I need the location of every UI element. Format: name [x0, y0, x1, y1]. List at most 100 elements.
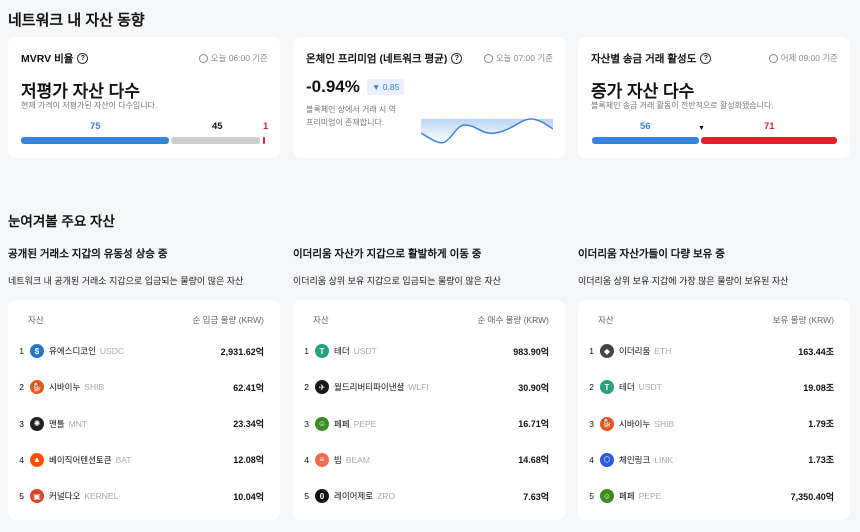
table-row[interactable]: 3 ✺ 맨틀 MNT 23.34억: [8, 414, 280, 434]
rank: 3: [304, 418, 309, 429]
timestamp: 오늘 06:00 기준: [198, 52, 268, 64]
activity-desc: 블록체인 송금 거래 활동이 전반적으로 활성화됐습니다.: [591, 101, 774, 110]
table-row[interactable]: 3 ☺ 페페 PEPE 16.71억: [293, 414, 565, 434]
decrease-count: 71: [764, 121, 775, 132]
asset-value: 1.73조: [808, 455, 834, 466]
asset-name: 베이직어텐션토큰: [49, 454, 112, 465]
list-desc: 이더리움 상위 보유 지갑으로 입금되는 물량이 많은 자산: [293, 276, 501, 286]
premium-value: -0.94%: [306, 77, 360, 96]
asset-value: 7,350.40억: [790, 491, 834, 502]
list-desc: 이더리움 상위 보유 지갑에 가장 많은 물량이 보유된 자산: [578, 276, 789, 286]
rank: 1: [304, 346, 309, 356]
usdt-icon: T: [315, 344, 329, 358]
asset-symbol: SHIB: [84, 382, 105, 393]
section2-title: 눈여겨볼 주요 자산: [8, 214, 115, 229]
table-row[interactable]: 4 ▲ 베이직어텐션토큰 BAT 12.08억: [8, 450, 280, 470]
usdt-icon: T: [600, 380, 614, 395]
asset-name: 페페: [619, 491, 635, 502]
asset-value: 19.08조: [803, 382, 834, 393]
rank: 4: [19, 454, 24, 465]
asset-symbol: BEAM: [345, 454, 370, 465]
mnt-icon: ✺: [30, 416, 44, 431]
asset-name: 페페: [334, 418, 350, 429]
decrease-bar: [701, 137, 837, 144]
asset-value: 7.63억: [523, 491, 549, 502]
list-desc: 네트워크 내 공개된 거래소 지갑으로 입금되는 물량이 많은 자산: [8, 276, 244, 286]
asset-value: 62.41억: [233, 382, 264, 393]
col-amount: 순 입금 물량 (KRW): [192, 315, 264, 325]
clock-icon: [768, 53, 778, 63]
asset-table: 자산 보유 물량 (KRW) 1 ◆ 이더리움 ETH 163.44조 2 T …: [578, 300, 850, 520]
activity-card[interactable]: 자산별 송금 거래 활성도? 어제 09:00 기준 증가 자산 다수 블록체인…: [578, 37, 850, 158]
asset-symbol: BAT: [115, 454, 132, 465]
rank: 1: [19, 346, 24, 356]
asset-symbol: ZRO: [377, 491, 396, 502]
help-icon[interactable]: ?: [451, 53, 463, 64]
asset-table: 자산 순 입금 물량 (KRW) 1 $ 유에스디코인 USDC 2,931.6…: [8, 300, 280, 520]
asset-value: 23.34억: [233, 419, 264, 430]
premium-sparkline: [421, 118, 553, 144]
table-row[interactable]: 5 ☺ 페페 PEPE 7,350.40억: [578, 486, 850, 506]
table-row[interactable]: 3 🐕 시바이누 SHIB 1.79조: [578, 414, 850, 434]
rank: 4: [589, 454, 594, 465]
asset-symbol: LINK: [654, 454, 674, 465]
activity-title-wrap: 자산별 송금 거래 활성도?: [591, 51, 712, 66]
asset-table: 자산 순 매수 물량 (KRW) 1 T 테더 USDT 983.90억 2 ✈…: [293, 300, 565, 520]
table-row[interactable]: 1 $ 유에스디코인 USDC 2,931.62억: [8, 341, 280, 361]
asset-value: 1.79조: [808, 419, 834, 430]
table-row[interactable]: 2 T 테더 USDT 19.08조: [578, 377, 850, 397]
table-row[interactable]: 1 T 테더 USDT 983.90억: [293, 341, 565, 361]
section-title: 네트워크 내 자산 동향: [8, 12, 145, 29]
bat-icon: ▲: [30, 452, 44, 467]
table-row[interactable]: 5 ▣ 커널다오 KERNEL 10.04억: [8, 486, 280, 506]
asset-value: 2,931.62억: [220, 346, 264, 357]
list-title: 공개된 거래소 지갑의 유동성 상승 중: [8, 248, 168, 260]
table-row[interactable]: 2 🐕 시바이누 SHIB 62.41억: [8, 377, 280, 397]
rank: 4: [304, 454, 309, 465]
overvalued-count: 1: [263, 121, 269, 132]
asset-symbol: USDT: [638, 382, 662, 393]
wlfi-icon: ✈: [315, 380, 329, 395]
asset-name: 테더: [619, 382, 635, 393]
mvrv-desc: 현재 가격이 저평가된 자산이 다수입니다.: [21, 101, 158, 110]
overvalued-bar: [263, 137, 265, 144]
table-row[interactable]: 5 0 레이어제로 ZRO 7.63억: [293, 486, 565, 506]
activity-headline: 증가 자산 다수: [591, 82, 695, 101]
kernel-icon: ▣: [30, 489, 44, 504]
help-icon[interactable]: ?: [77, 53, 89, 64]
table-row[interactable]: 2 ✈ 월드리버티파이낸셜 WLFI 30.90억: [293, 377, 565, 397]
asset-symbol: MNT: [68, 418, 88, 429]
mvrv-title-wrap: MVRV 비율?: [21, 51, 89, 66]
time-text: 오늘 07:00 기준: [495, 53, 553, 63]
asset-value: 10.04억: [233, 491, 264, 502]
list-title: 이더리움 자산가 지갑으로 활발하게 이동 중: [293, 248, 482, 260]
mvrv-card[interactable]: MVRV 비율? 오늘 06:00 기준 저평가 자산 다수 현재 가격이 저평…: [8, 37, 280, 158]
zro-icon: 0: [315, 489, 329, 504]
asset-value: 16.71억: [518, 419, 549, 430]
asset-name: 유에스디코인: [49, 346, 96, 356]
asset-symbol: USDT: [353, 346, 377, 356]
asset-name: 테더: [334, 346, 350, 356]
premium-card[interactable]: 온체인 프리미엄 (네트워크 평균)? 오늘 07:00 기준 -0.94% ▼…: [293, 37, 565, 158]
rank: 5: [19, 491, 24, 502]
asset-symbol: KERNEL: [84, 491, 119, 502]
col-asset: 자산: [28, 315, 44, 325]
asset-name: 체인링크: [619, 454, 651, 465]
time-text: 오늘 06:00 기준: [210, 53, 268, 63]
asset-symbol: ETH: [654, 346, 672, 356]
desc-line: 블록체인 상에서 거래 시 역: [306, 105, 396, 114]
help-icon[interactable]: ?: [700, 53, 712, 64]
col-amount: 순 매수 물량 (KRW): [477, 315, 549, 325]
rank: 1: [589, 346, 594, 356]
table-row[interactable]: 1 ◆ 이더리움 ETH 163.44조: [578, 341, 850, 361]
asset-name: 커널다오: [49, 491, 81, 502]
table-row[interactable]: 4 ⬡ 체인링크 LINK 1.73조: [578, 450, 850, 470]
timestamp: 오늘 07:00 기준: [483, 52, 553, 64]
premium-title: 온체인 프리미엄 (네트워크 평균): [306, 53, 448, 65]
col-asset: 자산: [598, 315, 614, 325]
table-row[interactable]: 4 ≡ 빔 BEAM 14.68억: [293, 450, 565, 470]
asset-name: 시바이누: [619, 418, 651, 429]
asset-symbol: PEPE: [638, 491, 662, 502]
undervalued-bar: [21, 137, 169, 144]
rank: 5: [589, 491, 594, 502]
